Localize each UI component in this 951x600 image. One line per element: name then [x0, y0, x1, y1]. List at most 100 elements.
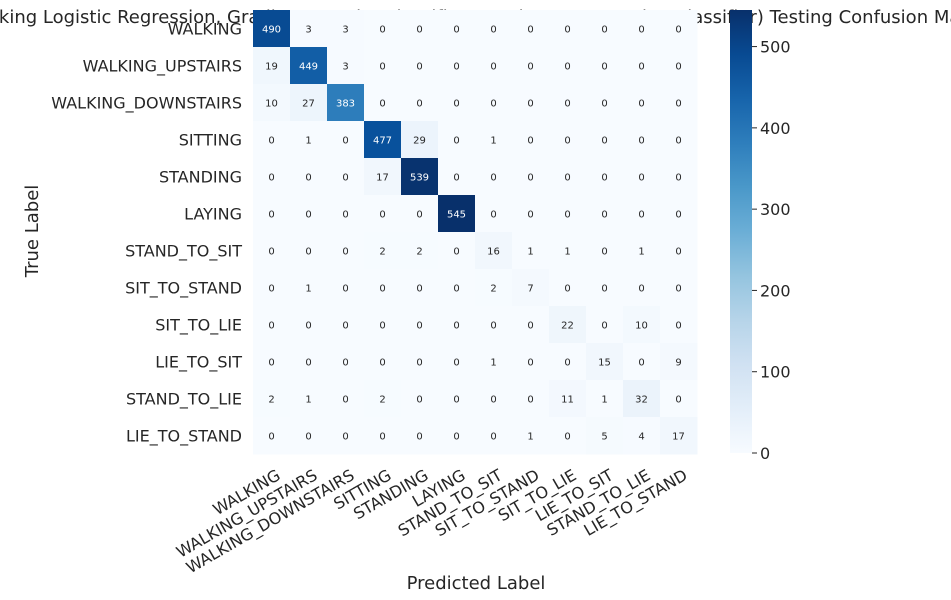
cell-value: 1 [527, 247, 533, 258]
cell-value: 0 [675, 284, 681, 295]
heatmap-cell [586, 306, 624, 344]
heatmap-cell [512, 417, 550, 455]
heatmap-cell [290, 306, 328, 344]
heatmap-cell [586, 343, 624, 381]
cell-value: 0 [527, 173, 533, 184]
heatmap-cell [660, 10, 698, 48]
heatmap-cell [438, 306, 476, 344]
heatmap-cell [623, 10, 661, 48]
cell-value: 0 [675, 136, 681, 147]
heatmap-cell [327, 380, 365, 418]
heatmap-cell [364, 195, 402, 233]
cell-value: 0 [564, 173, 570, 184]
heatmap-cell [475, 84, 513, 122]
heatmap-cell [512, 10, 550, 48]
heatmap-cell [660, 269, 698, 307]
cell-value: 539 [410, 173, 429, 184]
y-tick-label: SIT_TO_STAND [125, 279, 242, 299]
cell-value: 0 [379, 25, 385, 36]
cell-value: 0 [490, 395, 496, 406]
heatmap-cell [623, 47, 661, 85]
heatmap-cell [290, 195, 328, 233]
heatmap-cell [623, 195, 661, 233]
heatmap-cell [438, 158, 476, 196]
cell-value: 0 [453, 284, 459, 295]
cell-value: 1 [527, 432, 533, 443]
heatmap-cell [438, 417, 476, 455]
cell-value: 0 [416, 25, 422, 36]
heatmap-cell [623, 269, 661, 307]
cell-value: 2 [379, 247, 385, 258]
cell-value: 0 [675, 321, 681, 332]
cell-value: 0 [268, 358, 274, 369]
cell-value: 2 [490, 284, 496, 295]
cell-value: 0 [268, 321, 274, 332]
cell-value: 0 [342, 284, 348, 295]
cell-value: 0 [416, 284, 422, 295]
cell-value: 16 [487, 247, 500, 258]
cell-value: 0 [527, 395, 533, 406]
colorbar-ticks: 0 100 200 300 400 500 [752, 38, 791, 463]
cell-value: 0 [305, 358, 311, 369]
heatmap-cell [364, 84, 402, 122]
heatmap-cell [549, 269, 587, 307]
heatmap-cell [512, 306, 550, 344]
cell-value: 0 [379, 99, 385, 110]
cell-value: 3 [342, 25, 348, 36]
heatmap-cell [549, 84, 587, 122]
cell-value: 3 [305, 25, 311, 36]
heatmap-cell [549, 195, 587, 233]
cell-value: 10 [635, 321, 648, 332]
cell-value: 22 [561, 321, 574, 332]
cell-value: 0 [564, 136, 570, 147]
heatmap-cell [475, 195, 513, 233]
cell-value: 3 [342, 62, 348, 73]
heatmap-cell [475, 417, 513, 455]
cell-value: 1 [490, 136, 496, 147]
heatmap-cell [290, 158, 328, 196]
cell-value: 0 [638, 136, 644, 147]
heatmap-cell [327, 232, 365, 270]
cell-value: 0 [527, 99, 533, 110]
cell-value: 1 [305, 284, 311, 295]
heatmap-cell [512, 47, 550, 85]
heatmap-cell [253, 47, 291, 85]
heatmap-cell [290, 232, 328, 270]
heatmap-cell [327, 10, 365, 48]
heatmap-cell [475, 47, 513, 85]
cell-value: 0 [490, 25, 496, 36]
heatmap-cell [364, 158, 402, 196]
cell-value: 0 [453, 25, 459, 36]
cell-value: 0 [416, 395, 422, 406]
cell-value: 19 [265, 62, 278, 73]
y-axis-label: True Label [22, 185, 43, 279]
heatmap-cell [364, 269, 402, 307]
heatmap-cell [512, 343, 550, 381]
heatmap-cell [512, 380, 550, 418]
heatmap-cell [475, 232, 513, 270]
cell-value: 0 [453, 99, 459, 110]
cell-value: 0 [416, 432, 422, 443]
cell-value: 0 [416, 62, 422, 73]
heatmap-cell [253, 84, 291, 122]
cell-value: 0 [305, 210, 311, 221]
cell-value: 0 [564, 62, 570, 73]
cell-value: 0 [268, 136, 274, 147]
heatmap-cell [660, 121, 698, 159]
heatmap-cell [660, 232, 698, 270]
cell-value: 0 [638, 173, 644, 184]
heatmap-cell [660, 343, 698, 381]
cell-value: 0 [601, 99, 607, 110]
cell-value: 0 [527, 25, 533, 36]
cell-value: 0 [416, 210, 422, 221]
cell-value: 0 [490, 321, 496, 332]
cell-value: 0 [342, 247, 348, 258]
cell-value: 0 [638, 210, 644, 221]
cell-value: 0 [379, 62, 385, 73]
x-tick-labels: WALKINGWALKING_UPSTAIRSWALKING_DOWNSTAIR… [173, 465, 691, 578]
heatmap-cell [438, 47, 476, 85]
heatmap-cell [586, 10, 624, 48]
cell-value: 0 [564, 432, 570, 443]
heatmap-cell [401, 10, 439, 48]
cell-value: 0 [305, 247, 311, 258]
